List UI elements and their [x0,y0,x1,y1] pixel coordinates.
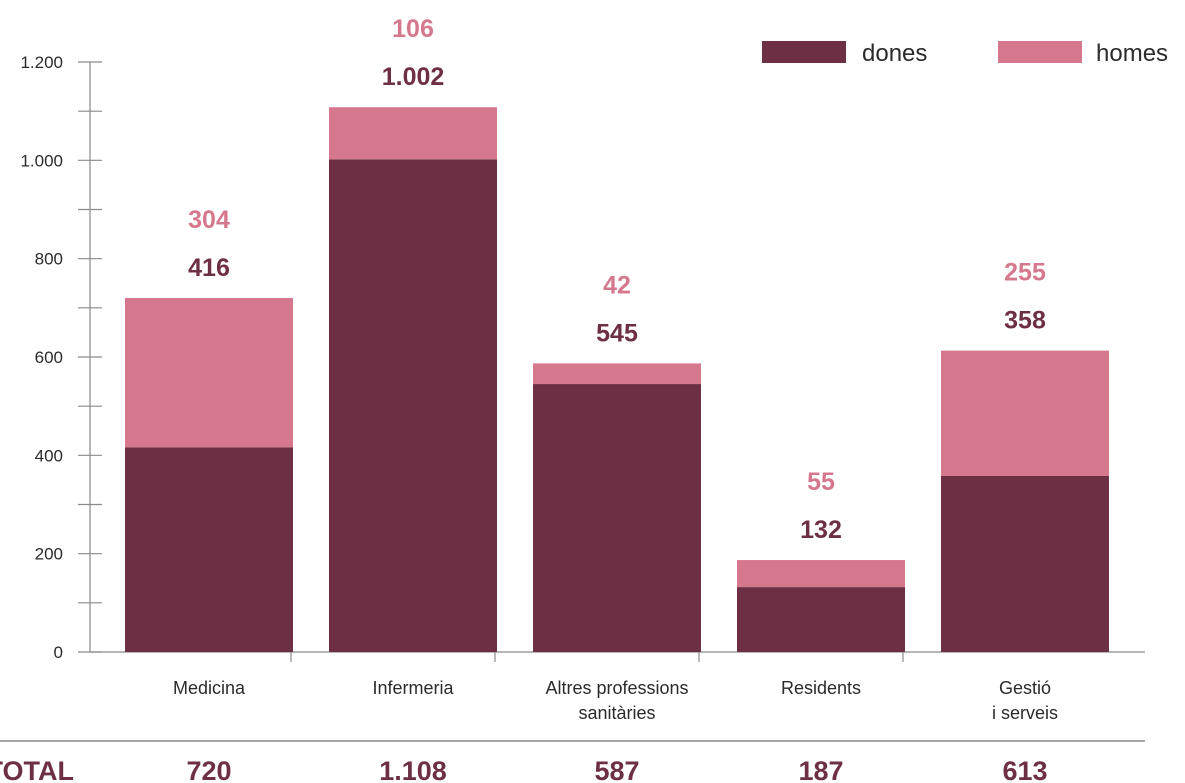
legend-label-dones: dones [862,40,927,67]
bar-dones [737,587,905,652]
y-tick-label: 200 [35,545,63,564]
bar-homes [329,107,497,160]
x-category-label: i serveis [992,703,1058,723]
x-category-label: Gestió [999,678,1051,698]
data-label-dones: 416 [188,254,230,282]
total-value: 187 [798,756,843,783]
bar-homes [125,298,293,448]
x-category-label: Medicina [173,678,246,698]
legend-label-homes: homes [1096,40,1168,67]
data-label-homes: 106 [392,15,434,43]
x-category-label: Altres professions [545,678,688,698]
total-value: 720 [186,756,231,783]
data-label-homes: 55 [807,468,835,496]
y-tick-label: 400 [35,446,63,465]
y-tick-label: 1.000 [20,151,63,170]
data-label-homes: 255 [1004,259,1046,287]
bar-dones [125,447,293,652]
y-tick-label: 600 [35,348,63,367]
legend-swatch-dones [762,41,846,63]
y-tick-label: 0 [54,643,63,662]
data-label-homes: 42 [603,271,631,299]
total-value: 587 [594,756,639,783]
labels-layer: 416 304 Medicina 720 1.002 106 Infermeria 1.108… [173,15,1058,783]
data-label-dones: 545 [596,319,638,347]
bars-layer [125,107,1109,652]
bar-homes [533,363,701,385]
data-label-dones: 1.002 [382,63,445,91]
x-category-label: Infermeria [372,678,454,698]
bar-dones [533,384,701,652]
data-label-homes: 304 [188,206,230,234]
x-category-label: sanitàries [578,703,655,723]
data-label-dones: 132 [800,516,842,544]
totals-label: TOTAL [0,756,74,783]
bar-dones [329,159,497,652]
legend: dones homes [762,40,1168,67]
y-tick-label: 1.200 [20,53,63,72]
y-tick-label: 800 [35,250,63,269]
bar-homes [941,350,1109,476]
bar-homes [737,560,905,588]
legend-swatch-homes [998,41,1082,63]
x-category-label: Residents [781,678,861,698]
total-value: 1.108 [379,756,447,783]
totals-row: TOTAL [0,740,1145,783]
bar-dones [941,475,1109,652]
total-value: 613 [1002,756,1047,783]
data-label-dones: 358 [1004,307,1046,335]
